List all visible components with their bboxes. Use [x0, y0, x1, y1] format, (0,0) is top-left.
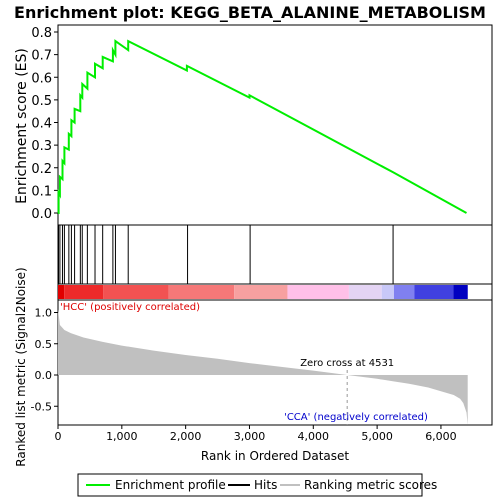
es-y-tick-label: 0.3	[31, 139, 52, 154]
chart-title: Enrichment plot: KEGG_BETA_ALANINE_METAB…	[14, 3, 486, 22]
es-y-tick-label: 0.2	[31, 162, 52, 177]
ranked-y-axis-label: Ranked list metric (Signal2Noise)	[14, 267, 28, 466]
heatmap-cell	[58, 285, 65, 299]
es-y-tick-label: 0.1	[31, 184, 52, 199]
positive-correlation-label: 'HCC' (positively correlated)	[60, 302, 200, 313]
hits-panel	[57, 224, 493, 285]
heatmap-cell	[103, 285, 169, 299]
legend-label-enrichment-profile: Enrichment profile	[115, 478, 226, 492]
heatmap-cell	[393, 285, 415, 299]
x-tick-label: 1,000	[106, 430, 138, 443]
es-y-tick-label: 0.5	[31, 94, 52, 109]
ranked-y-tick-label: 1.0	[35, 307, 53, 320]
ranking-metric-area	[58, 309, 468, 425]
enrichment-plot-frame	[57, 24, 493, 226]
heatmap-cell	[414, 285, 454, 299]
x-tick-label: 2,000	[170, 430, 202, 443]
x-axis-ticks: 0 1,000 2,000 3,000 4,000 5,000 6,000	[55, 425, 457, 443]
hit-markers	[58, 225, 394, 284]
heatmap-cell	[381, 285, 394, 299]
ranked-y-axis-ticks: 1.0 0.5 0.0 -0.5	[31, 307, 58, 413]
es-y-tick-label: 0.6	[31, 71, 52, 86]
es-y-axis-ticks: 0.0 0.1 0.2 0.3 0.4 0.5 0.6 0.7 0.8	[31, 26, 58, 222]
legend-label-hits: Hits	[254, 478, 277, 492]
heatmap-cell	[453, 285, 468, 299]
es-y-tick-label: 0.8	[31, 26, 52, 41]
x-tick-label: 4,000	[298, 430, 330, 443]
x-tick-label: 0	[55, 430, 62, 443]
x-axis-label: Rank in Ordered Dataset	[201, 449, 349, 463]
hits-frame	[57, 224, 493, 285]
ranked-list-metric-panel: 1.0 0.5 0.0 -0.5 0 1,000 2,000 3,000 4,000 5,000…	[14, 267, 493, 467]
es-y-tick-label: 0.7	[31, 49, 52, 64]
heatmap-cell	[64, 285, 104, 299]
legend: Enrichment profile Hits Ranking metric s…	[77, 473, 437, 497]
x-tick-label: 6,000	[425, 430, 457, 443]
es-y-tick-label: 0.0	[31, 207, 52, 222]
es-y-axis-label: Enrichment score (ES)	[14, 48, 30, 204]
x-tick-label: 3,000	[234, 430, 266, 443]
es-y-tick-label: 0.4	[31, 117, 52, 132]
ranking-heatmap-band	[57, 283, 493, 301]
ranked-y-tick-label: 0.0	[35, 369, 53, 382]
heatmap-cell	[168, 285, 235, 299]
x-tick-label: 5,000	[361, 430, 393, 443]
heatmap-cell	[287, 285, 349, 299]
enrichment-score-panel: 0.0 0.1 0.2 0.3 0.4 0.5 0.6 0.7 0.8 Enrichment s…	[14, 24, 493, 226]
legend-label-ranking-metric: Ranking metric scores	[304, 478, 437, 492]
heatmap-cells	[58, 285, 468, 299]
heatmap-cell	[234, 285, 288, 299]
zero-cross-label: Zero cross at 4531	[300, 358, 394, 369]
ranked-y-tick-label: -0.5	[31, 400, 52, 413]
enrichment-profile-line	[57, 39, 467, 214]
ranked-y-tick-label: 0.5	[35, 338, 53, 351]
heatmap-cell	[348, 285, 382, 299]
negative-correlation-label: 'CCA' (negatively correlated)	[284, 412, 428, 423]
